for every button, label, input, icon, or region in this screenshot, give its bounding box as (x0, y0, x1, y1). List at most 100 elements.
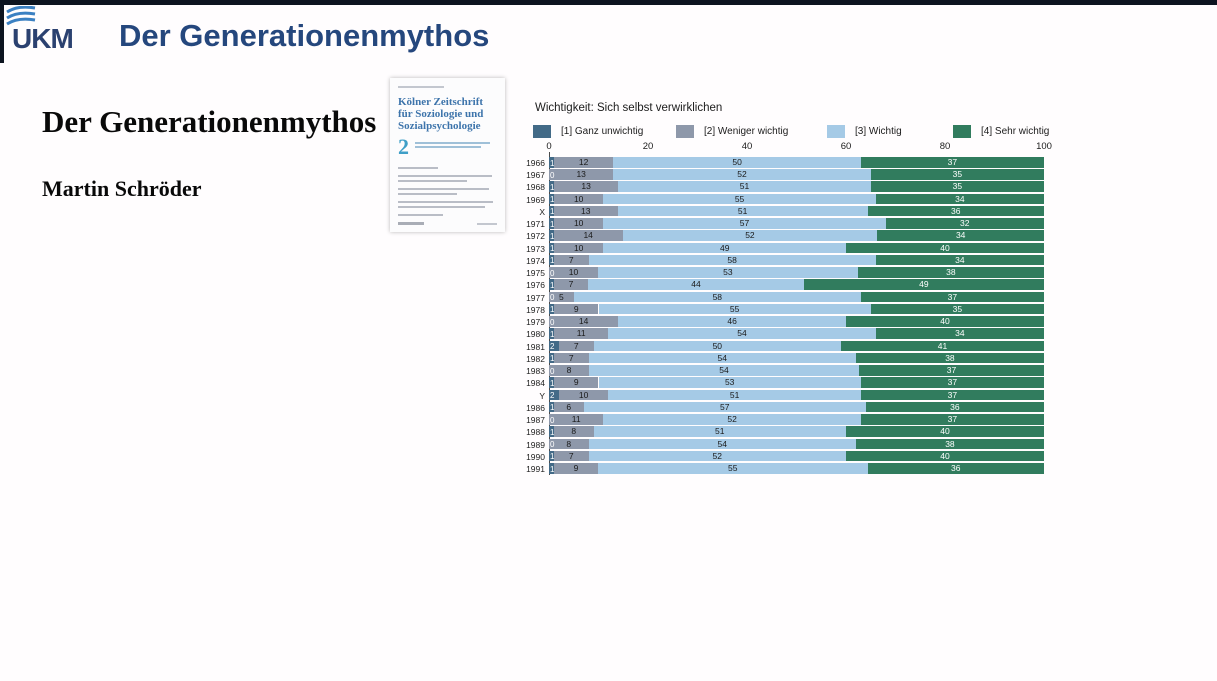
bar-segment: 10 (553, 242, 604, 254)
bar-segment: 38 (857, 267, 1044, 278)
bar-segment: 7 (553, 254, 589, 266)
bar-value-label: 36 (951, 463, 961, 473)
chart-row: 1981 2 7 50 41 (526, 340, 1063, 352)
bar-segment: 1 (549, 157, 554, 168)
bar-segment: 36 (867, 205, 1044, 217)
bar-segment: 58 (588, 254, 876, 266)
ukm-logo: UKM (6, 5, 86, 60)
legend-swatch (827, 125, 845, 138)
bar-segment: 1 (549, 242, 554, 254)
bar-value-label: 1 (550, 195, 555, 205)
bar-segment: 37 (860, 389, 1044, 401)
year-label: 1990 (526, 451, 545, 462)
bar-value-label: 58 (727, 254, 737, 265)
bar-value-label: 37 (947, 291, 958, 302)
chart-row: 1966 1 12 50 37 (526, 157, 1063, 168)
bar-value-label: 10 (573, 193, 584, 204)
bar-value-label: 5 (559, 291, 564, 302)
bar-segment: 1 (549, 352, 554, 364)
bar-segment: 10 (553, 218, 604, 229)
bar-value-label: 57 (719, 401, 730, 412)
bar-value-label: 53 (724, 377, 735, 388)
cover-text-line (477, 223, 497, 225)
year-label: 1983 (526, 366, 545, 377)
bar-segment: 34 (875, 193, 1044, 205)
chart-row: 1989 0 8 54 38 (526, 438, 1063, 450)
bar-value-label: 1 (550, 158, 555, 168)
bar-segment: 14 (553, 230, 623, 241)
chart-row: 1967 0 13 52 35 (526, 169, 1063, 180)
x-tick-label: 100 (1036, 141, 1052, 152)
bar-value-label: 10 (568, 267, 579, 278)
bar-value-label: 9 (573, 303, 579, 314)
bar-segment: 1 (549, 279, 554, 290)
bar-segment: 37 (860, 157, 1044, 168)
bar-segment: 37 (860, 414, 1044, 425)
bar-value-label: 44 (691, 279, 701, 290)
bar-segment: 37 (860, 291, 1044, 303)
bar-segment: 49 (803, 279, 1044, 290)
bar-segment: 51 (617, 205, 868, 217)
year-label: 1980 (526, 329, 545, 340)
bar-value-label: 1 (550, 452, 555, 462)
bar-value-label: 1 (550, 403, 555, 413)
legend-item: [2] Weniger wichtig (676, 125, 788, 138)
bar-value-label: 55 (728, 463, 738, 473)
bar-value-label: 41 (937, 340, 948, 351)
header-title: Der Generationenmythos (119, 18, 490, 53)
bar-value-label: 12 (578, 157, 589, 167)
bar-value-label: 37 (947, 389, 958, 400)
bar-segment: 49 (603, 242, 846, 254)
year-label: 1991 (526, 464, 545, 474)
bar-segment: 52 (603, 414, 861, 425)
year-label: 1968 (526, 182, 545, 193)
year-label: 1975 (526, 268, 545, 279)
bar-segment: 2 (549, 389, 559, 401)
bar-value-label: 13 (581, 181, 591, 192)
bar-segment: 54 (608, 328, 876, 339)
bar-segment: 41 (841, 340, 1044, 352)
chart-title: Wichtigkeit: Sich selbst verwirklichen (535, 102, 723, 114)
bar-segment: 51 (608, 389, 861, 401)
bar-segment: 1 (549, 303, 554, 315)
year-label: X (539, 206, 545, 217)
bar-value-label: 34 (955, 230, 966, 241)
bar-segment: 35 (870, 181, 1044, 192)
bar-segment: 54 (589, 365, 859, 376)
bar-segment: 52 (622, 230, 878, 241)
journal-title: Kölner Zeitschrift für Soziologie und So… (398, 96, 484, 133)
bar-value-label: 57 (739, 218, 750, 229)
bar-value-label: 0 (550, 415, 555, 425)
bar-segment: 1 (549, 254, 554, 266)
slide-title: Der Generationenmythos (42, 104, 377, 139)
bar-value-label: 58 (712, 291, 723, 302)
bar-value-label: 37 (947, 377, 958, 388)
year-label: 1973 (526, 243, 545, 254)
cover-text-line (398, 86, 444, 88)
bar-segment: 5 (549, 291, 574, 303)
bar-segment: 55 (598, 303, 871, 315)
bar-segment: 7 (553, 279, 589, 290)
bar-value-label: 53 (723, 267, 733, 278)
chart-row: 1971 1 10 57 32 (526, 218, 1063, 229)
bar-segment: 11 (553, 328, 609, 339)
bar-segment: 34 (877, 230, 1044, 241)
year-label: 1982 (526, 353, 545, 364)
bar-value-label: 32 (960, 218, 970, 229)
bar-value-label: 34 (955, 328, 965, 339)
bar-value-label: 1 (550, 329, 555, 339)
video-top-border (0, 0, 1217, 5)
legend-label: [2] Weniger wichtig (704, 126, 789, 137)
bar-value-label: 37 (947, 157, 958, 167)
bar-value-label: 52 (727, 414, 737, 425)
bar-value-label: 0 (550, 170, 555, 180)
x-tick-label: 80 (939, 141, 951, 152)
bar-segment: 8 (549, 365, 589, 376)
bar-segment: 52 (613, 169, 871, 180)
journal-cover: Kölner Zeitschrift für Soziologie und So… (390, 78, 505, 232)
year-label: 1979 (526, 317, 545, 328)
bar-segment: 58 (573, 291, 861, 303)
bar-value-label: 40 (940, 450, 950, 461)
journal-issue-number: 2 (398, 134, 409, 160)
importance-chart: Wichtigkeit: Sich selbst verwirklichen [… (526, 98, 1063, 490)
